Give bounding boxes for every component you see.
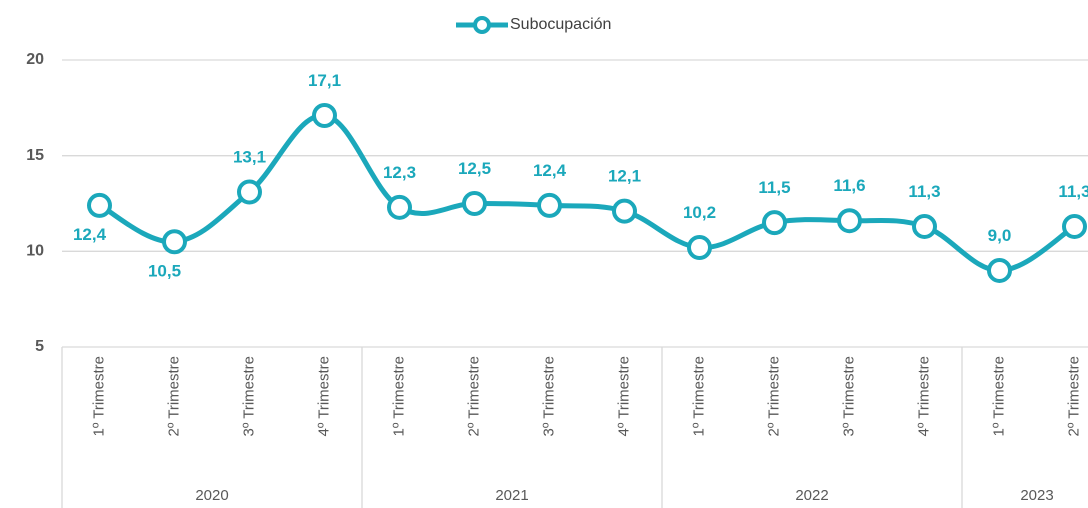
x-tick-label: 3º Trimestre — [240, 356, 257, 437]
marker — [912, 213, 937, 239]
x-tick-label: 4º Trimestre — [315, 356, 332, 437]
data-label: 17,1 — [308, 71, 341, 90]
x-tick-label: 1º Trimestre — [990, 356, 1007, 437]
data-label: 11,6 — [833, 176, 865, 195]
x-tick-label: 2º Trimestre — [1065, 356, 1082, 437]
marker — [837, 208, 862, 234]
x-tick-label: 3º Trimestre — [540, 356, 557, 437]
data-label: 11,5 — [758, 178, 790, 197]
x-tick-label: 4º Trimestre — [915, 356, 932, 437]
data-label: 12,4 — [533, 161, 567, 180]
marker — [537, 192, 562, 218]
group-label: 2023 — [1020, 487, 1053, 504]
x-tick-label: 4º Trimestre — [615, 356, 632, 437]
marker — [162, 229, 187, 255]
data-label: 11,3 — [1058, 182, 1088, 201]
marker — [762, 210, 787, 236]
group-label: 2022 — [795, 487, 828, 504]
legend-marker — [473, 16, 491, 34]
x-tick-label: 2º Trimestre — [165, 356, 182, 437]
marker — [687, 235, 712, 261]
data-label: 12,4 — [73, 225, 107, 244]
data-label: 11,3 — [908, 182, 940, 201]
marker — [237, 179, 262, 205]
y-tick-label: 20 — [26, 51, 44, 68]
data-label: 9,0 — [988, 226, 1012, 245]
marker — [312, 102, 337, 128]
marker — [1062, 213, 1087, 239]
legend-label: Subocupación — [510, 16, 611, 33]
data-label: 12,1 — [608, 167, 641, 186]
marker — [462, 191, 487, 216]
data-label: 10,5 — [148, 261, 181, 280]
data-label: 13,1 — [233, 148, 266, 167]
data-label: 12,5 — [458, 159, 491, 178]
y-tick-label: 5 — [35, 338, 44, 355]
marker — [87, 192, 112, 218]
marker — [987, 257, 1012, 283]
x-tick-label: 1º Trimestre — [90, 356, 107, 437]
group-label: 2021 — [495, 487, 528, 504]
x-tick-label: 2º Trimestre — [765, 356, 782, 437]
x-tick-label: 1º Trimestre — [390, 356, 407, 437]
x-tick-label: 3º Trimestre — [840, 356, 857, 437]
y-tick-label: 10 — [26, 243, 44, 260]
marker — [387, 194, 412, 220]
marker — [612, 198, 637, 224]
data-label: 10,2 — [683, 203, 716, 222]
x-tick-label: 1º Trimestre — [690, 356, 707, 437]
x-tick-label: 2º Trimestre — [465, 356, 482, 437]
y-tick-label: 15 — [26, 147, 44, 164]
group-label: 2020 — [195, 487, 228, 504]
data-label: 12,3 — [383, 163, 416, 182]
